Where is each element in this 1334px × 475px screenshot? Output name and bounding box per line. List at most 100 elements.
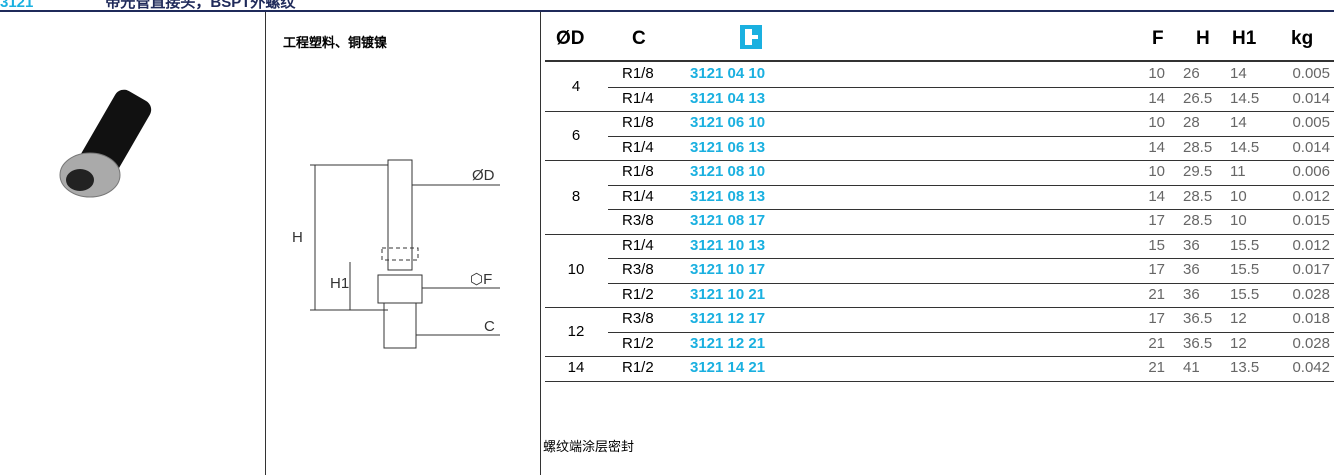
label: C [484, 318, 495, 335]
note: 螺纹端涂层密封 [543, 439, 635, 454]
h-cell: 36.5 [1183, 334, 1213, 352]
row-rule [608, 86, 1334, 88]
row-rule [608, 209, 1334, 210]
c-cell: R1/4 [622, 89, 654, 107]
f-cell: 21 [1148, 334, 1165, 352]
h1-cell: 15.5 [1230, 285, 1260, 303]
d-cell: 10 [567, 261, 585, 279]
code-cell: 3121 06 13 [690, 138, 766, 156]
h1-cell: 10 [1230, 212, 1247, 229]
kg-cell: 0.017 [1292, 261, 1330, 278]
c-cell: R1/2 [622, 359, 654, 376]
code-cell: 3121 14 21 [690, 359, 766, 376]
code-cell: 3121 10 17 [690, 261, 766, 278]
code-cell: 3121 08 17 [690, 212, 766, 229]
divider [265, 12, 266, 475]
f-cell: 10 [1148, 65, 1165, 82]
label: H [292, 229, 303, 246]
kg-cell: 0.015 [1292, 212, 1330, 229]
h-cell: 28 [1183, 114, 1200, 131]
d-cell: 6 [571, 126, 581, 144]
kg-cell: 0.012 [1292, 236, 1330, 254]
kg-cell: 0.018 [1292, 310, 1330, 327]
header-number: 3121 [0, 0, 34, 11]
material: 工程塑料、铜镀镍 [283, 35, 388, 50]
kg-cell: 0.042 [1292, 359, 1330, 376]
code-cell: 3121 10 21 [690, 285, 766, 303]
brand-icon [740, 25, 762, 49]
c-cell: R3/8 [622, 212, 654, 229]
c-cell: R1/4 [622, 138, 654, 156]
row-rule [545, 356, 1334, 357]
label: ØD [472, 167, 495, 184]
h1-cell: 12 [1230, 334, 1247, 352]
h-cell: 36 [1183, 236, 1200, 254]
h-cell: 28.5 [1183, 138, 1213, 156]
f-cell: 15 [1148, 236, 1165, 254]
code-cell: 3121 04 13 [690, 89, 766, 107]
h1-cell: 14 [1230, 114, 1247, 131]
row-rule [608, 331, 1334, 333]
diagram: ØD H H1 ⬡F C [292, 159, 500, 349]
f-cell: 17 [1148, 261, 1165, 278]
row-rule [545, 380, 1334, 382]
header: 3121 带光管直接头，BSPT外螺纹 [0, 0, 295, 10]
row-rule [545, 160, 1334, 161]
code-cell: 3121 08 13 [690, 187, 766, 205]
f-cell: 21 [1148, 285, 1165, 303]
row-rule [608, 184, 1334, 186]
f-cell: 14 [1148, 89, 1165, 107]
c-cell: R1/4 [622, 187, 654, 205]
label: H1 [330, 275, 349, 292]
row-rule [545, 111, 1334, 112]
header-rule [0, 10, 1334, 12]
h1-cell: 13.5 [1230, 359, 1260, 376]
f-cell: 17 [1148, 212, 1165, 229]
code-cell: 3121 10 13 [690, 236, 766, 254]
row-rule [608, 135, 1334, 137]
h-cell: 28.5 [1183, 187, 1213, 205]
d-cell: 8 [571, 187, 581, 205]
h-cell: 26.5 [1183, 89, 1213, 107]
h1-cell: 14.5 [1230, 89, 1260, 107]
row-rule [608, 258, 1334, 259]
code-cell: 3121 04 10 [690, 65, 766, 82]
h1-cell: 14.5 [1230, 138, 1260, 156]
col-head: kg [1291, 28, 1314, 49]
label: ⬡F [470, 271, 492, 288]
code-cell: 3121 06 10 [690, 114, 766, 131]
col-head: H1 [1232, 28, 1257, 49]
h-cell: 26 [1183, 65, 1200, 82]
h-cell: 36.5 [1183, 310, 1213, 327]
row-rule [545, 307, 1334, 308]
h-cell: 36 [1183, 285, 1200, 303]
h1-cell: 12 [1230, 310, 1247, 327]
col-head: C [632, 28, 646, 49]
d-cell: 12 [567, 322, 585, 340]
h1-cell: 10 [1230, 187, 1247, 205]
h-cell: 29.5 [1183, 163, 1213, 180]
c-cell: R1/8 [622, 163, 654, 180]
col-head: F [1152, 28, 1164, 49]
code-cell: 3121 12 17 [690, 310, 766, 327]
product-image [59, 89, 152, 198]
c-cell: R1/8 [622, 65, 654, 82]
row-rule [608, 282, 1334, 284]
c-cell: R3/8 [622, 261, 654, 278]
h1-cell: 11 [1230, 163, 1246, 180]
f-cell: 10 [1148, 163, 1165, 180]
c-cell: R1/2 [622, 285, 654, 303]
c-cell: R1/2 [622, 334, 654, 352]
h-cell: 41 [1183, 359, 1200, 376]
d-cell: 4 [571, 77, 581, 95]
row-rule [545, 233, 1334, 235]
rule [545, 60, 1334, 62]
kg-cell: 0.006 [1292, 163, 1330, 180]
header-title: 带光管直接头，BSPT外螺纹 [105, 0, 296, 11]
f-cell: 10 [1148, 114, 1165, 131]
kg-cell: 0.005 [1292, 65, 1330, 82]
h1-cell: 15.5 [1230, 261, 1260, 278]
f-cell: 21 [1148, 359, 1165, 376]
d-cell: 14 [567, 359, 585, 377]
